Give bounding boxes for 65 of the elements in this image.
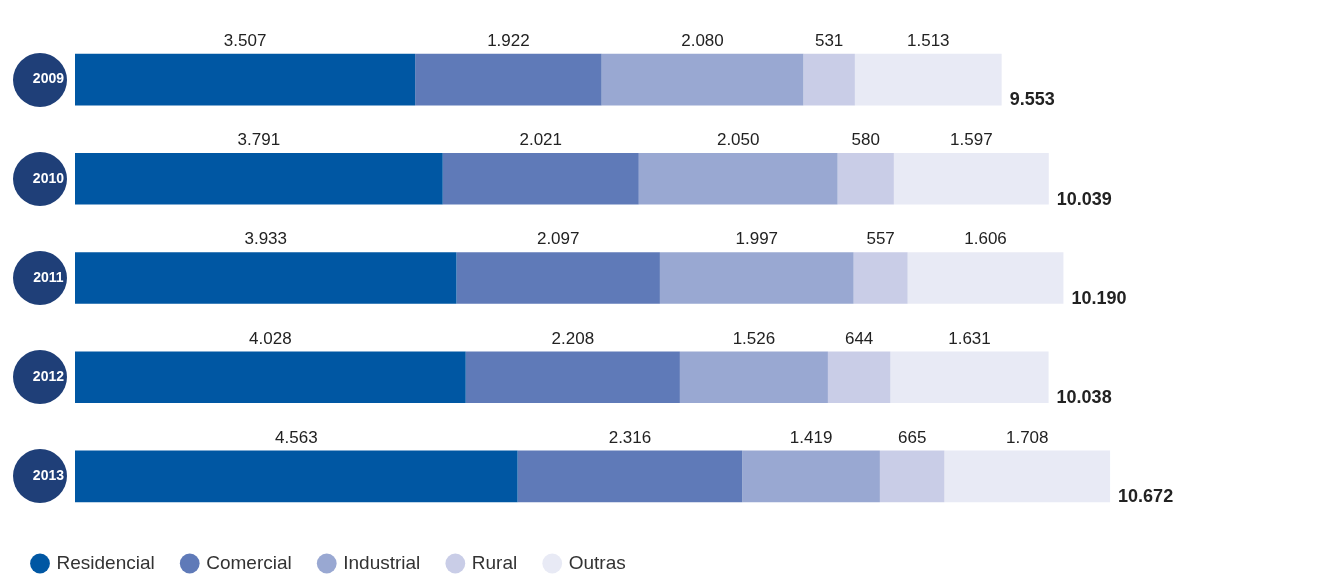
bar [803,53,855,106]
bar [659,252,854,304]
data-label: 531 [814,31,844,50]
bar [837,153,894,205]
bar [75,53,416,106]
legend-label: Rural [471,551,518,573]
legend-label: Residencial [56,551,155,573]
data-label: 2.208 [551,328,595,348]
data-label: 3.791 [237,130,281,150]
y-tick-label: 2011 [33,268,64,285]
data-label: 1.419 [789,427,833,447]
data-label: 1.606 [964,229,1007,249]
bar [679,351,828,403]
data-label: 4.028 [249,328,292,348]
bar [907,252,1064,304]
data-label: 3.933 [244,229,288,249]
data-label: 1.922 [487,31,530,50]
data-label: 2.050 [716,130,760,150]
bar [944,450,1111,503]
data-label: 1.597 [950,130,993,150]
bar [853,252,908,304]
legend-label: Outras [568,551,626,573]
data-label: 2.097 [536,229,580,249]
data-label: 644 [844,328,874,348]
bar [854,53,1002,106]
data-label: 3.507 [223,31,267,50]
bar [638,153,838,205]
data-label: 4.563 [275,427,318,447]
bar [442,153,639,205]
data-label: 2.080 [681,31,724,50]
bar [742,450,880,503]
legend-label: Comercial [206,551,292,573]
y-tick-label: 2012 [32,368,65,385]
bar [517,450,743,503]
data-label: 665 [897,427,927,447]
data-label: 1.513 [906,31,950,50]
bar [75,351,466,403]
y-tick-label: 2010 [32,169,65,186]
total-label: 10.039 [1056,188,1112,209]
bar [601,53,804,106]
data-label: 557 [866,229,895,249]
total-label: 10.672 [1118,486,1174,507]
bar [465,351,680,403]
bar [75,153,443,205]
bar [75,450,518,503]
bar [879,450,945,503]
bar [893,153,1049,205]
total-label: 9.553 [1009,89,1055,110]
data-label: 580 [851,130,880,150]
legend-label: Industrial [343,551,421,573]
bar [415,53,602,106]
data-label: 1.631 [948,328,991,348]
total-label: 10.038 [1056,386,1112,407]
data-label: 2.021 [519,130,563,150]
bar [827,351,891,403]
data-label: 2.316 [608,427,652,447]
data-label: 1.526 [732,328,776,348]
bar [890,351,1049,403]
bar [456,252,660,304]
data-label: 1.997 [735,229,779,249]
bar [75,252,457,304]
y-tick-label: 2009 [32,70,65,87]
y-tick-label: 2013 [32,467,65,484]
data-label: 1.708 [1005,427,1049,447]
total-label: 10.190 [1071,287,1127,308]
